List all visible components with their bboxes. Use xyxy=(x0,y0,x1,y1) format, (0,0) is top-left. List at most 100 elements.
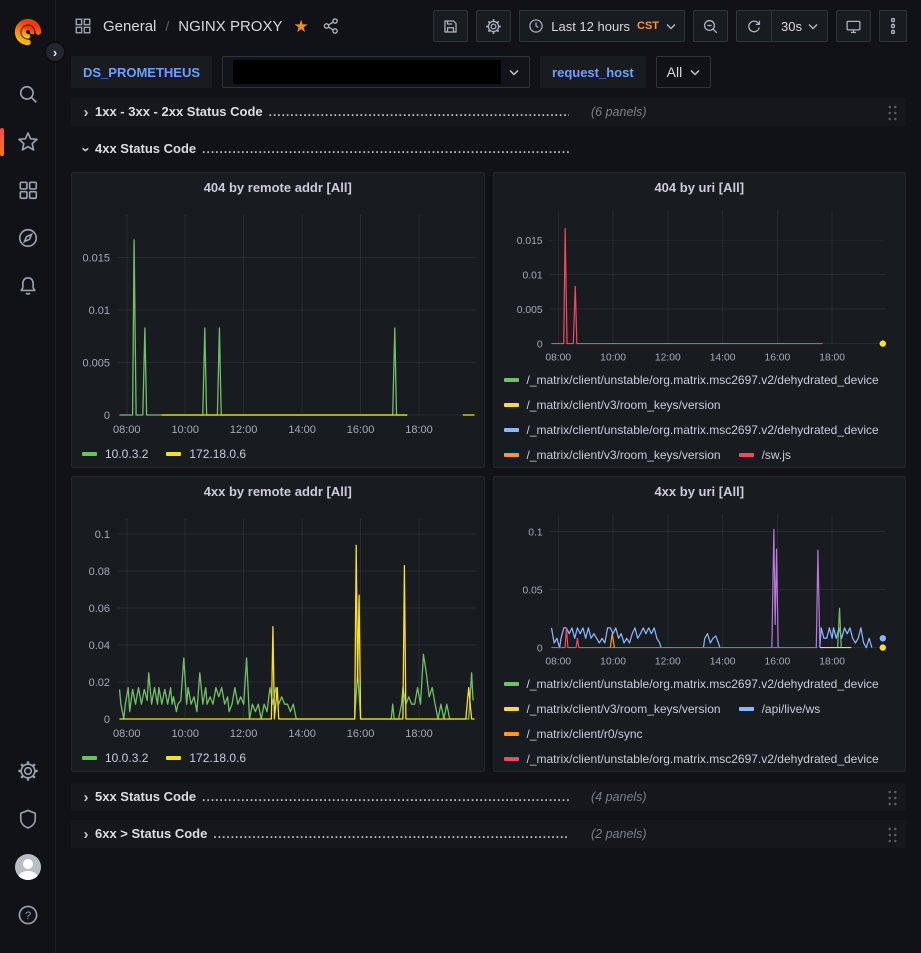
sidebar-item-dashboards[interactable] xyxy=(8,170,48,210)
request-host-value: All xyxy=(667,64,683,80)
legend-series-label: /_matrix/client/v3/room_keys/version xyxy=(527,448,721,462)
refresh-interval-dropdown[interactable]: 30s xyxy=(771,11,827,41)
svg-text:14:00: 14:00 xyxy=(709,352,735,363)
time-range-picker[interactable]: Last 12 hours CST xyxy=(519,10,685,42)
row-title: 1xx - 3xx - 2xx Status Code xyxy=(95,104,263,119)
panel-legend: /_matrix/client/unstable/org.matrix.msc2… xyxy=(494,367,906,467)
legend-item[interactable]: /_matrix/client/unstable/org.matrix.msc2… xyxy=(504,752,879,766)
panel-title[interactable]: 404 by remote addr [All] xyxy=(72,173,484,203)
dashboard-row-4xx[interactable]: › 4xx Status Code.......................… xyxy=(71,135,906,163)
svg-text:0.015: 0.015 xyxy=(82,253,110,265)
help-icon[interactable]: ? xyxy=(8,895,48,935)
row-title: 6xx > Status Code xyxy=(95,826,207,841)
legend-series-swatch xyxy=(82,756,97,760)
legend-series-label: 10.0.3.2 xyxy=(105,751,148,765)
legend-item[interactable]: /_matrix/client/r0/sync xyxy=(504,727,643,741)
breadcrumb-section[interactable]: General xyxy=(103,18,156,35)
svg-text:0.05: 0.05 xyxy=(522,585,542,596)
dashboard-row-5xx[interactable]: › 5xx Status Code.......................… xyxy=(71,783,906,811)
legend-series-swatch xyxy=(739,453,754,457)
favorite-star-icon[interactable]: ★ xyxy=(291,16,310,37)
row-dots-leader: ........................................… xyxy=(213,827,569,842)
datasource-variable-label[interactable]: DS_PROMETHEUS xyxy=(71,56,212,88)
svg-text:10:00: 10:00 xyxy=(171,728,199,740)
share-icon[interactable] xyxy=(320,15,342,37)
sidebar-bottom: ? xyxy=(8,747,48,939)
legend-item[interactable]: /_matrix/client/v3/room_keys/version xyxy=(504,702,721,716)
sidebar-item-explore[interactable] xyxy=(8,218,48,258)
legend-series-label: /_matrix/client/r0/sync xyxy=(527,727,643,741)
legend-item[interactable]: /sw.js xyxy=(739,448,791,462)
dashboard-title[interactable]: NGINX PROXY xyxy=(178,18,282,35)
toolbar-actions: Last 12 hours CST 30s xyxy=(433,10,907,42)
timezone-label: CST xyxy=(637,20,659,32)
zoom-out-time-button[interactable] xyxy=(693,10,728,42)
svg-text:0.1: 0.1 xyxy=(528,527,543,538)
legend-item[interactable]: 10.0.3.2 xyxy=(82,751,148,765)
legend-item[interactable]: /_matrix/client/unstable/org.matrix.msc2… xyxy=(504,423,879,437)
svg-text:18:00: 18:00 xyxy=(405,728,433,740)
legend-series-label: 172.18.0.6 xyxy=(189,447,246,461)
request-host-variable-label[interactable]: request_host xyxy=(540,56,646,88)
drag-handle-icon[interactable] xyxy=(887,104,898,121)
search-icon[interactable] xyxy=(8,74,48,114)
panel-title[interactable]: 404 by uri [All] xyxy=(494,173,906,203)
chevron-down-icon xyxy=(808,23,818,30)
svg-text:14:00: 14:00 xyxy=(288,424,316,436)
row-dots-leader: ........................................… xyxy=(202,142,569,157)
dashboard-settings-button[interactable] xyxy=(476,10,511,42)
drag-handle-icon[interactable] xyxy=(887,826,898,843)
legend-item[interactable]: 172.18.0.6 xyxy=(166,447,246,461)
legend-item[interactable]: /_matrix/client/v3/room_keys/version xyxy=(504,398,721,412)
save-dashboard-button[interactable] xyxy=(433,10,468,42)
chevron-down-icon xyxy=(690,69,700,76)
legend-series-label: /_matrix/client/unstable/org.matrix.msc2… xyxy=(527,373,879,387)
legend-series-swatch xyxy=(504,682,519,686)
top-navigation-bar: General / NGINX PROXY ★ Last 12 hours xyxy=(56,0,921,52)
svg-text:08:00: 08:00 xyxy=(545,352,571,363)
legend-series-swatch xyxy=(504,707,519,711)
legend-item[interactable]: 172.18.0.6 xyxy=(166,751,246,765)
panels-grid: 404 by remote addr [All]00.0050.010.0150… xyxy=(71,172,906,772)
legend-series-label: 172.18.0.6 xyxy=(189,751,246,765)
shield-icon[interactable] xyxy=(8,799,48,839)
kebab-menu-button[interactable] xyxy=(879,10,907,42)
svg-text:0: 0 xyxy=(536,339,542,350)
datasource-variable-dropdown[interactable] xyxy=(222,56,530,88)
sidebar-item-alerting[interactable] xyxy=(8,266,48,306)
dashboard-row-1xx-3xx-2xx[interactable]: › 1xx - 3xx - 2xx Status Code...........… xyxy=(71,98,906,126)
user-avatar[interactable] xyxy=(8,847,48,887)
refresh-button[interactable] xyxy=(737,11,771,41)
gear-icon[interactable] xyxy=(8,751,48,791)
legend-series-swatch xyxy=(739,707,754,711)
legend-item[interactable]: /_matrix/client/v3/room_keys/version xyxy=(504,448,721,462)
legend-series-label: /_matrix/client/v3/room_keys/version xyxy=(527,398,721,412)
svg-text:10:00: 10:00 xyxy=(600,352,626,363)
svg-text:0.005: 0.005 xyxy=(516,305,542,316)
tv-mode-button[interactable] xyxy=(836,10,871,42)
legend-series-swatch xyxy=(504,757,519,761)
panel-legend: 10.0.3.2 172.18.0.6 xyxy=(72,441,484,467)
panel-legend: /_matrix/client/unstable/org.matrix.msc2… xyxy=(494,671,906,771)
request-host-variable-dropdown[interactable]: All xyxy=(656,56,712,88)
legend-item[interactable]: /_matrix/client/unstable/org.matrix.msc2… xyxy=(504,677,879,691)
legend-series-swatch xyxy=(504,378,519,382)
legend-item[interactable]: 10.0.3.2 xyxy=(82,447,148,461)
sidebar-expand-button[interactable]: › xyxy=(44,41,66,63)
legend-item[interactable]: /api/live/ws xyxy=(739,702,821,716)
chevron-down-icon xyxy=(666,23,676,30)
drag-handle-icon[interactable] xyxy=(887,789,898,806)
svg-text:0: 0 xyxy=(104,714,110,726)
panel-title[interactable]: 4xx by uri [All] xyxy=(494,477,906,507)
svg-text:12:00: 12:00 xyxy=(654,352,680,363)
sidebar-item-starred[interactable] xyxy=(8,122,48,162)
dashboard-row-6xx[interactable]: › 6xx > Status Code.....................… xyxy=(71,820,906,848)
svg-text:14:00: 14:00 xyxy=(288,728,316,740)
refresh-interval-value: 30s xyxy=(781,19,802,34)
svg-text:0: 0 xyxy=(536,643,542,654)
grafana-logo[interactable] xyxy=(8,12,48,52)
legend-item[interactable]: /_matrix/client/unstable/org.matrix.msc2… xyxy=(504,373,879,387)
svg-text:0: 0 xyxy=(104,410,110,422)
svg-text:16:00: 16:00 xyxy=(347,728,375,740)
panel-title[interactable]: 4xx by remote addr [All] xyxy=(72,477,484,507)
